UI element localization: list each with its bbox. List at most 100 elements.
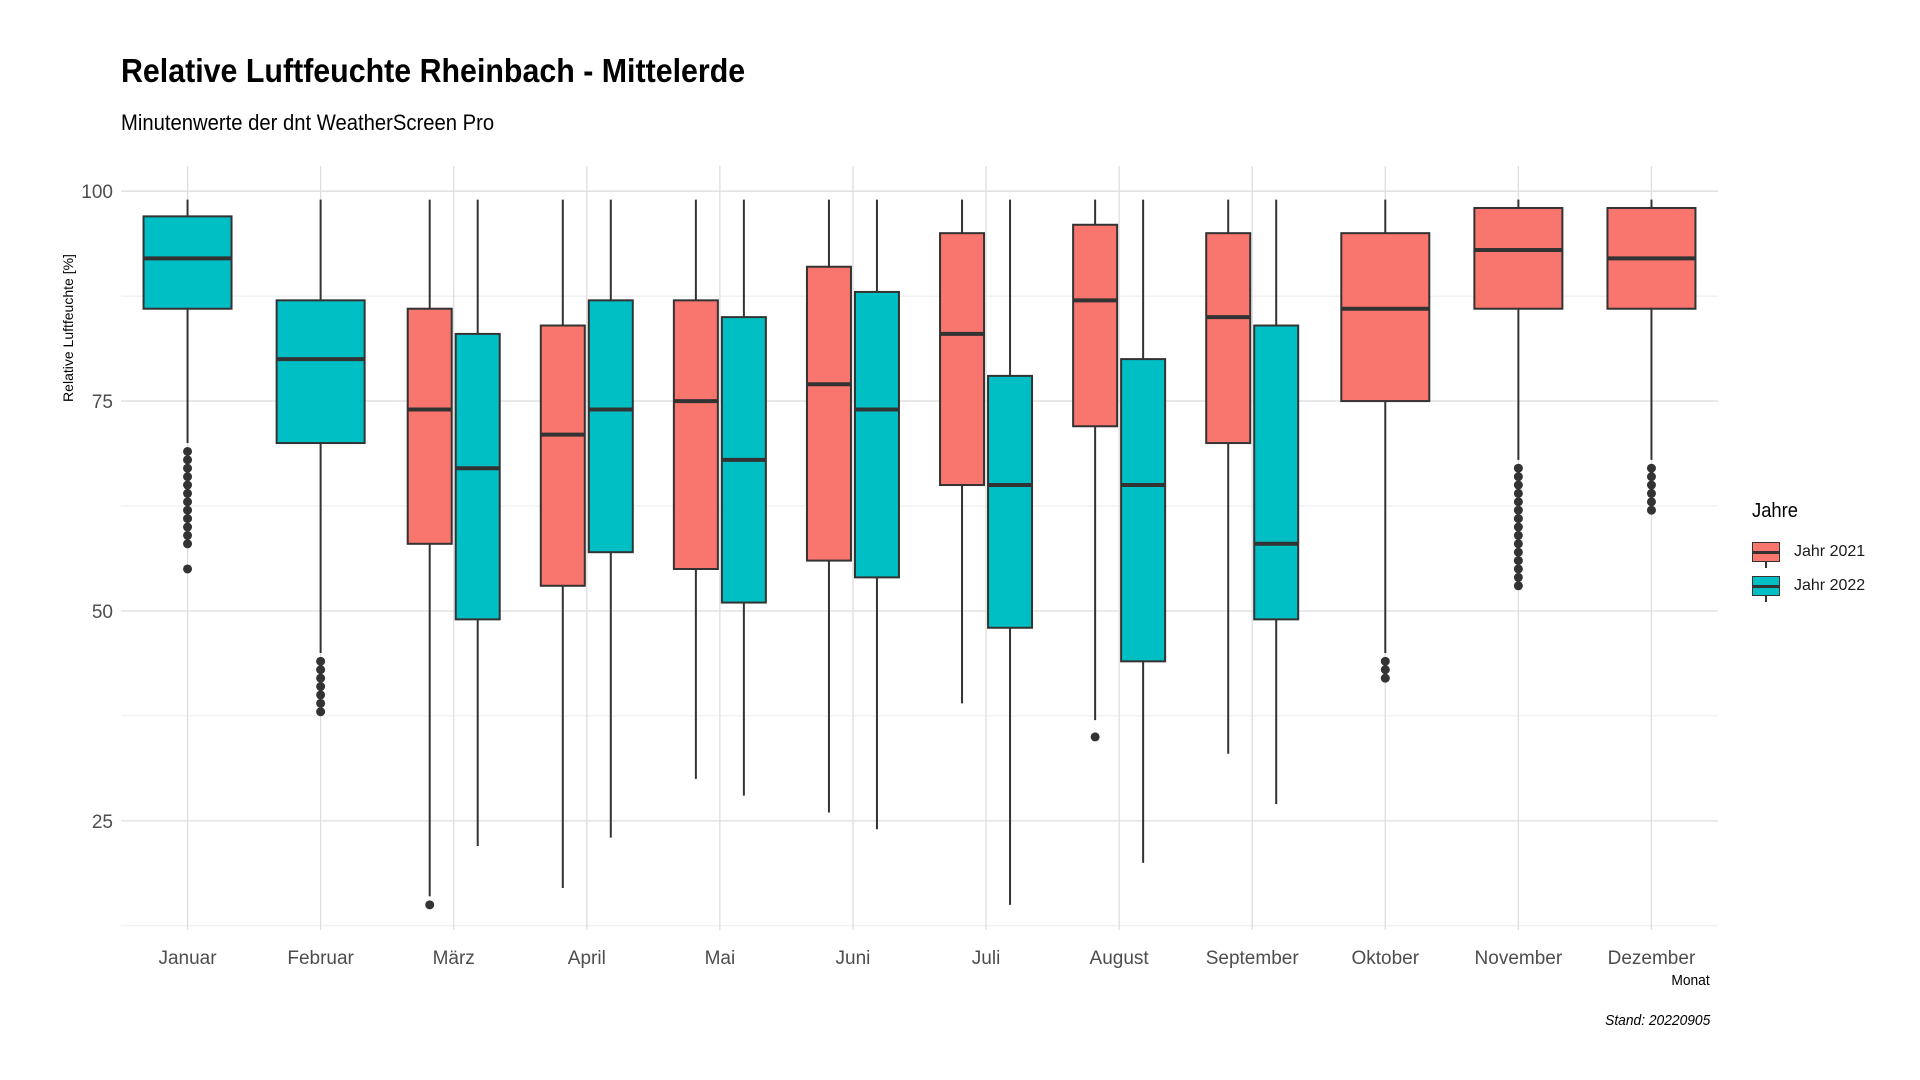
box-body [805,265,852,562]
outlier-point [183,463,193,473]
x-tick-label: Juni [836,948,871,969]
legend-key-2021 [1752,542,1780,568]
outlier-point [1513,539,1523,549]
outlier-point [1090,732,1100,742]
box-November-Jahr-2021 [1473,199,1564,591]
box-body [1253,324,1300,621]
box-Juni-Jahr-2021 [805,199,852,813]
legend-label-2021: Jahr 2021 [1794,543,1866,560]
outlier-point [1646,505,1656,515]
outlier-point [1513,564,1523,574]
box-April-Jahr-2022 [587,199,634,838]
outlier-point [1513,463,1523,473]
x-tick-label: März [433,948,475,969]
box-August-Jahr-2022 [1120,199,1167,863]
box-Dezember-Jahr-2021 [1606,199,1697,515]
outlier-point [1380,665,1390,675]
x-tick-label: Oktober [1351,948,1419,969]
legend-item-2021: Jahr 2021 [1752,535,1865,569]
outlier-point [1646,488,1656,498]
box-April-Jahr-2021 [539,199,586,889]
x-tick-label: November [1475,948,1563,969]
box-Oktober-Jahr-2021 [1340,199,1431,683]
outlier-point [1513,514,1523,524]
outlier-point [183,564,193,574]
outlier-point [1646,497,1656,507]
box-body [1340,232,1431,403]
box-body [672,299,719,570]
x-axis-title: Monat [1671,972,1710,989]
chart-title: Relative Luftfeuchte Rheinbach - Mittele… [121,52,746,89]
outlier-point [1513,505,1523,515]
box-body [853,290,900,579]
chart-subtitle: Minutenwerte der dnt WeatherScreen Pro [121,110,495,135]
outlier-point [1513,547,1523,557]
outlier-point [183,530,193,540]
box-body [406,307,453,545]
box-März-Jahr-2022 [454,199,501,847]
box-layer [142,199,1697,910]
x-tick-label: Dezember [1608,948,1696,969]
outlier-point [183,522,193,532]
outlier-point [316,656,326,666]
box-Juni-Jahr-2022 [853,199,900,830]
outlier-point [1513,497,1523,507]
box-body [1473,206,1564,310]
box-September-Jahr-2022 [1253,199,1300,805]
box-body [454,332,501,621]
outlier-point [183,514,193,524]
box-body [1205,232,1252,445]
outlier-point [316,707,326,717]
box-body [142,215,233,310]
y-tick-label: 25 [92,812,113,833]
x-tick-label: September [1206,948,1300,969]
box-body [587,299,634,554]
outlier-point [316,673,326,683]
x-tick-label: Januar [158,948,217,969]
legend-label-2022: Jahr 2022 [1794,577,1866,594]
box-August-Jahr-2021 [1072,199,1119,742]
legend-title: Jahre [1752,500,1799,522]
outlier-point [1513,522,1523,532]
box-Mai-Jahr-2021 [672,199,719,779]
box-März-Jahr-2021 [406,199,453,910]
label-layer: 25 50 75 100 Januar Februar März April Mai Juni Ju… [60,182,1696,969]
outlier-point [183,488,193,498]
outlier-point [183,480,193,490]
outlier-point [316,665,326,675]
y-tick-label: 75 [92,392,113,413]
outlier-point [1513,530,1523,540]
x-tick-label: Juli [972,948,1001,969]
box-September-Jahr-2021 [1205,199,1252,754]
box-Juli-Jahr-2022 [987,199,1034,905]
box-body [939,232,986,487]
outlier-point [1513,472,1523,482]
outlier-point [183,539,193,549]
box-Februar-Jahr-2022 [275,199,366,717]
outlier-point [425,900,435,910]
outlier-point [183,497,193,507]
box-body [987,374,1034,629]
outlier-point [183,472,193,482]
outlier-point [1646,480,1656,490]
outlier-point [1646,472,1656,482]
box-body [275,299,366,445]
x-tick-label: April [568,948,606,969]
y-axis-title: Relative Luftfeuchte [%] [60,254,76,402]
box-body [1072,223,1119,428]
chart-caption: Stand: 20220905 [1604,1012,1710,1029]
outlier-point [1646,463,1656,473]
y-tick-label: 100 [81,182,113,203]
outlier-point [1513,556,1523,566]
x-tick-label: August [1090,948,1150,969]
outlier-point [1513,581,1523,591]
box-body [539,324,586,587]
outlier-point [316,690,326,700]
outlier-point [1380,656,1390,666]
outlier-point [316,682,326,692]
outlier-point [1513,488,1523,498]
outlier-point [1513,572,1523,582]
box-Juli-Jahr-2021 [939,199,986,704]
outlier-point [1513,480,1523,490]
